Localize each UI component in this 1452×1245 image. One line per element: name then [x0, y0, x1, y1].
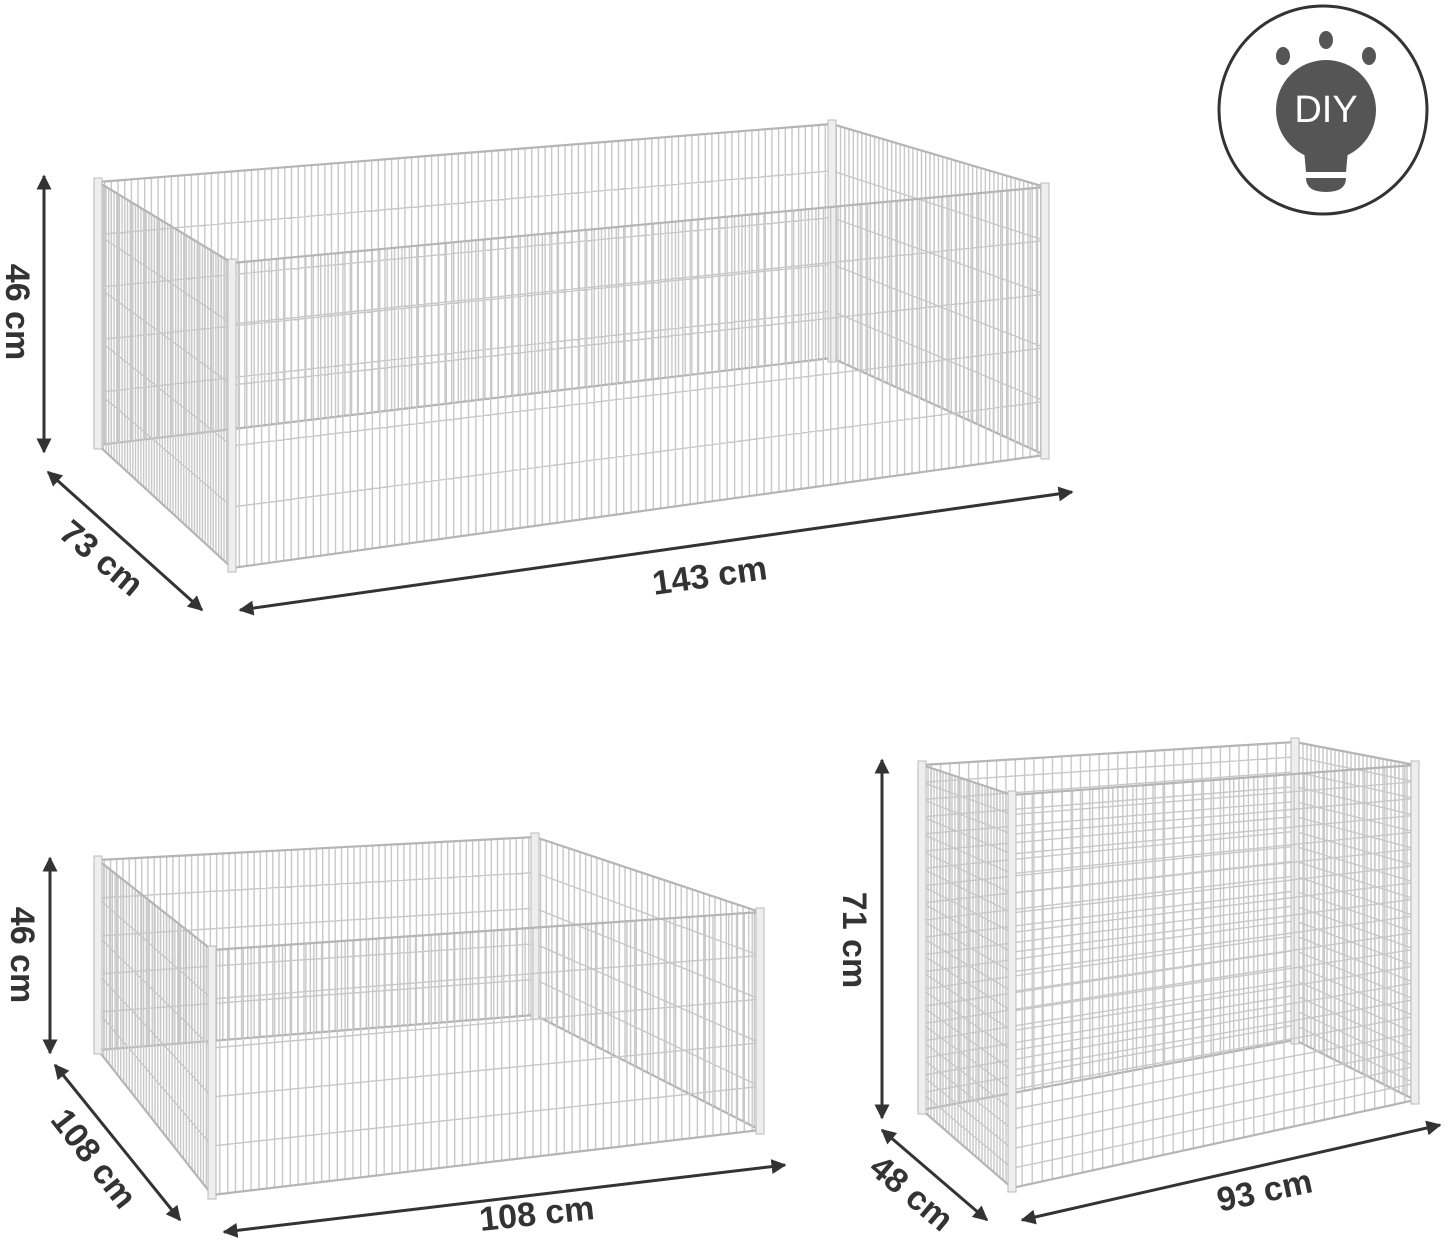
fence-post: [530, 832, 540, 1020]
bulb-tip: [1306, 178, 1346, 192]
fence-post: [227, 258, 237, 573]
paw-dot: [1319, 31, 1333, 49]
width-label: 143 cm: [650, 549, 769, 603]
fence-wires: [534, 838, 761, 1128]
width-label: 93 cm: [1213, 1162, 1315, 1219]
fence-drawings: [93, 119, 1420, 1200]
fence-wires: [97, 862, 213, 1192]
bulb: [1276, 60, 1376, 160]
width-arrow: [238, 486, 1074, 616]
fence-wires: [211, 912, 761, 1195]
paw-dot: [1276, 47, 1290, 65]
height-label: 46 cm: [3, 907, 41, 1003]
depth-arrow: [880, 1128, 989, 1222]
width-label: 108 cm: [477, 1189, 596, 1239]
fence-post: [1040, 182, 1050, 460]
height-label: 71 cm: [835, 892, 873, 988]
depth-arrow: [53, 1063, 182, 1222]
bulb-base: [1304, 150, 1348, 172]
fence-post: [93, 177, 103, 450]
fence-wires: [231, 187, 1046, 567]
fence-post: [1410, 760, 1420, 1105]
fence-post: [207, 945, 217, 1200]
paw-dot: [1362, 47, 1376, 65]
depth-label: 48 cm: [862, 1148, 960, 1239]
fence-post: [1007, 790, 1017, 1193]
fence-post: [755, 907, 765, 1135]
width-arrow: [222, 1159, 787, 1238]
height-label: 46 cm: [0, 264, 36, 360]
fence-wires: [831, 125, 1046, 454]
fence-wires: [1011, 765, 1416, 1186]
badge-text: DIY: [1294, 89, 1357, 131]
fence-post: [827, 119, 837, 363]
depth-label: 73 cm: [52, 513, 150, 604]
fence-post: [1290, 737, 1300, 1045]
width-arrow: [1020, 1120, 1442, 1225]
fence-post: [917, 760, 927, 1115]
depth-arrow: [46, 470, 204, 612]
diy-badge: DIY: [1217, 4, 1429, 216]
fence-post: [93, 855, 103, 1055]
